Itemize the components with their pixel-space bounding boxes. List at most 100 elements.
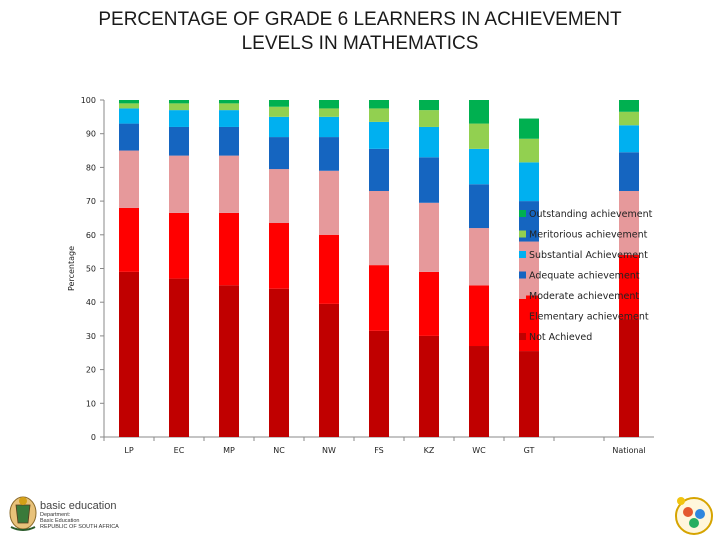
bar-segment [269, 169, 289, 224]
y-tick-label: 100 [81, 96, 96, 105]
bar-segment [119, 108, 139, 124]
legend-label: Elementary achievement [529, 312, 649, 323]
y-tick-label: 60 [86, 231, 96, 240]
bar-segment [169, 155, 189, 213]
bar-segment [269, 137, 289, 170]
x-tick-label: NC [273, 446, 285, 455]
bar-segment [419, 100, 439, 111]
bar-segment [269, 106, 289, 117]
bar-segment [519, 118, 539, 139]
bar-segment [169, 278, 189, 437]
bar-segment [319, 303, 339, 437]
bar-segment [419, 335, 439, 437]
bar-segment [419, 126, 439, 158]
x-tick-label: NW [322, 446, 336, 455]
footer-department: basic education Department: Basic Educat… [40, 500, 119, 530]
y-tick-label: 90 [86, 130, 96, 139]
x-tick-label: EC [174, 446, 185, 455]
bar-segment [619, 100, 639, 112]
bar-segment [369, 100, 389, 109]
bar-segment [219, 126, 239, 156]
footer-dept-line-1: Department: [40, 512, 71, 518]
chart-title-line-1: PERCENTAGE OF GRADE 6 LEARNERS IN ACHIEV… [98, 9, 622, 30]
bar-segment [319, 234, 339, 304]
bar-segment [169, 100, 189, 104]
bar-segment [219, 285, 239, 437]
y-tick-label: 40 [86, 298, 96, 307]
bar-segment [219, 100, 239, 104]
y-tick-label: 10 [86, 399, 96, 408]
legend-swatch [519, 292, 526, 299]
bar-segment [469, 123, 489, 149]
bar-segment [119, 103, 139, 109]
bar-segment [469, 184, 489, 229]
x-tick-label: FS [374, 446, 384, 455]
chart-title: PERCENTAGE OF GRADE 6 LEARNERS IN ACHIEV… [0, 8, 720, 56]
y-tick-label: 50 [86, 265, 96, 274]
x-tick-label: MP [223, 446, 235, 455]
stacked-bar-chart: 0 10 20 30 40 50 60 70 80 90 100 Percentage LP EC MP NC… [67, 96, 654, 455]
legend-label: Meritorious achievement [529, 230, 648, 241]
bar-segment [269, 116, 289, 138]
bar-segment [219, 155, 239, 213]
bar-segment [369, 265, 389, 331]
bar-segment [619, 319, 639, 437]
footer-dept-line-2: Basic Education [40, 518, 80, 524]
bar-segment [269, 223, 289, 289]
bar-segment [419, 110, 439, 127]
bar-segment [319, 137, 339, 171]
bar-segment [319, 100, 339, 109]
bar-segment [369, 190, 389, 266]
legend-swatch [519, 230, 526, 238]
bar-segment [519, 162, 539, 202]
bar-segment [369, 121, 389, 149]
bar-segment [119, 150, 139, 208]
bar-segment [219, 110, 239, 127]
legend-swatch [519, 333, 526, 340]
bar-segment [619, 111, 639, 126]
bar-segment [219, 212, 239, 286]
bar-segment [469, 228, 489, 286]
bar-segment [369, 108, 389, 122]
x-tick-label: LP [124, 446, 133, 455]
legend-label: Moderate achievement [529, 291, 639, 302]
x-tick-label: WC [472, 446, 486, 455]
bar-segment [369, 330, 389, 437]
bar-segment [519, 351, 539, 437]
bar-segment [169, 212, 189, 279]
bar-segment [219, 103, 239, 111]
x-tick-label: National [612, 446, 645, 455]
bar-segment [469, 346, 489, 437]
legend-swatch [519, 251, 526, 258]
x-tick-label: GT [524, 446, 535, 455]
footer-org-name: basic education [40, 500, 117, 512]
bar-segment [269, 100, 289, 107]
bar-segment [319, 108, 339, 117]
bar-segment [169, 110, 189, 127]
bar-segment [419, 157, 439, 203]
bar-segment [419, 271, 439, 336]
bar-segment [619, 190, 639, 256]
legend-label: Adequate achievement [529, 271, 640, 282]
legend-swatch [519, 312, 526, 320]
bar-segment [469, 285, 489, 347]
y-tick-label: 80 [86, 163, 96, 172]
y-tick-label: 70 [86, 197, 96, 206]
bar-segment [319, 170, 339, 235]
bar-segment [469, 148, 489, 185]
y-axis-label: Percentage [67, 246, 76, 291]
legend-swatch [519, 210, 526, 217]
bar-segment [169, 126, 189, 156]
y-tick-label: 30 [86, 332, 96, 341]
chart-title-line-2: LEVELS IN MATHEMATICS [241, 33, 479, 54]
bar-segment [519, 138, 539, 163]
coat-of-arms-logo [9, 496, 37, 531]
bar-segment [169, 103, 189, 111]
bar-segment [619, 152, 639, 191]
legend-label: Outstanding achievement [529, 209, 653, 220]
bar-segment [319, 116, 339, 138]
y-tick-label: 0 [91, 433, 96, 442]
bar-segment [619, 255, 639, 320]
bar-segment [119, 271, 139, 437]
bar-segment [469, 100, 489, 124]
